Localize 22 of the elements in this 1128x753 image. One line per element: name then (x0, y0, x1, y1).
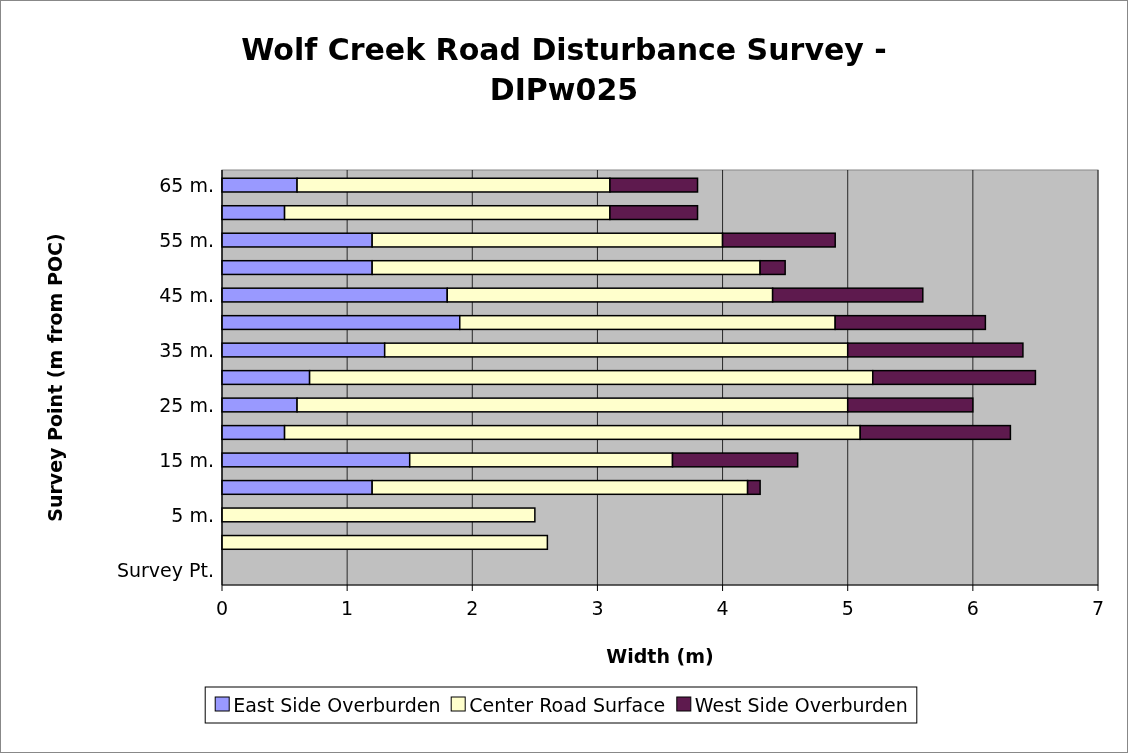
y-tick-label: 25 m. (159, 393, 214, 416)
y-tick-label: 45 m. (159, 284, 214, 307)
chart-title: Wolf Creek Road Disturbance Survey - DIPw025 (241, 32, 887, 107)
legend-label: Center Road Surface (469, 694, 666, 716)
x-tick-label: 3 (591, 597, 604, 619)
y-tick-label: 55 m. (159, 229, 214, 252)
y-tick-label: 15 m. (159, 448, 214, 471)
x-tick-label: 4 (716, 597, 729, 619)
y-tick-label: 65 m. (159, 174, 214, 197)
x-tick-label: 7 (1091, 597, 1105, 619)
x-tick-label: 0 (215, 597, 229, 619)
legend-label: East Side Overburden (233, 694, 441, 716)
y-tick-label: Survey Pt. (116, 558, 214, 581)
legend-label: West Side Overburden (694, 694, 908, 716)
y-tick-label: 35 m. (159, 339, 214, 362)
y-tick-label: 5 m. (171, 503, 214, 526)
x-tick-label: 2 (466, 597, 479, 619)
x-tick-label: 1 (341, 597, 354, 619)
x-axis-title: Width (m) (606, 645, 714, 667)
y-axis-title: Survey Point (m from POC) (44, 233, 66, 522)
x-tick-label: 5 (841, 597, 854, 619)
x-tick-label: 6 (966, 597, 979, 619)
